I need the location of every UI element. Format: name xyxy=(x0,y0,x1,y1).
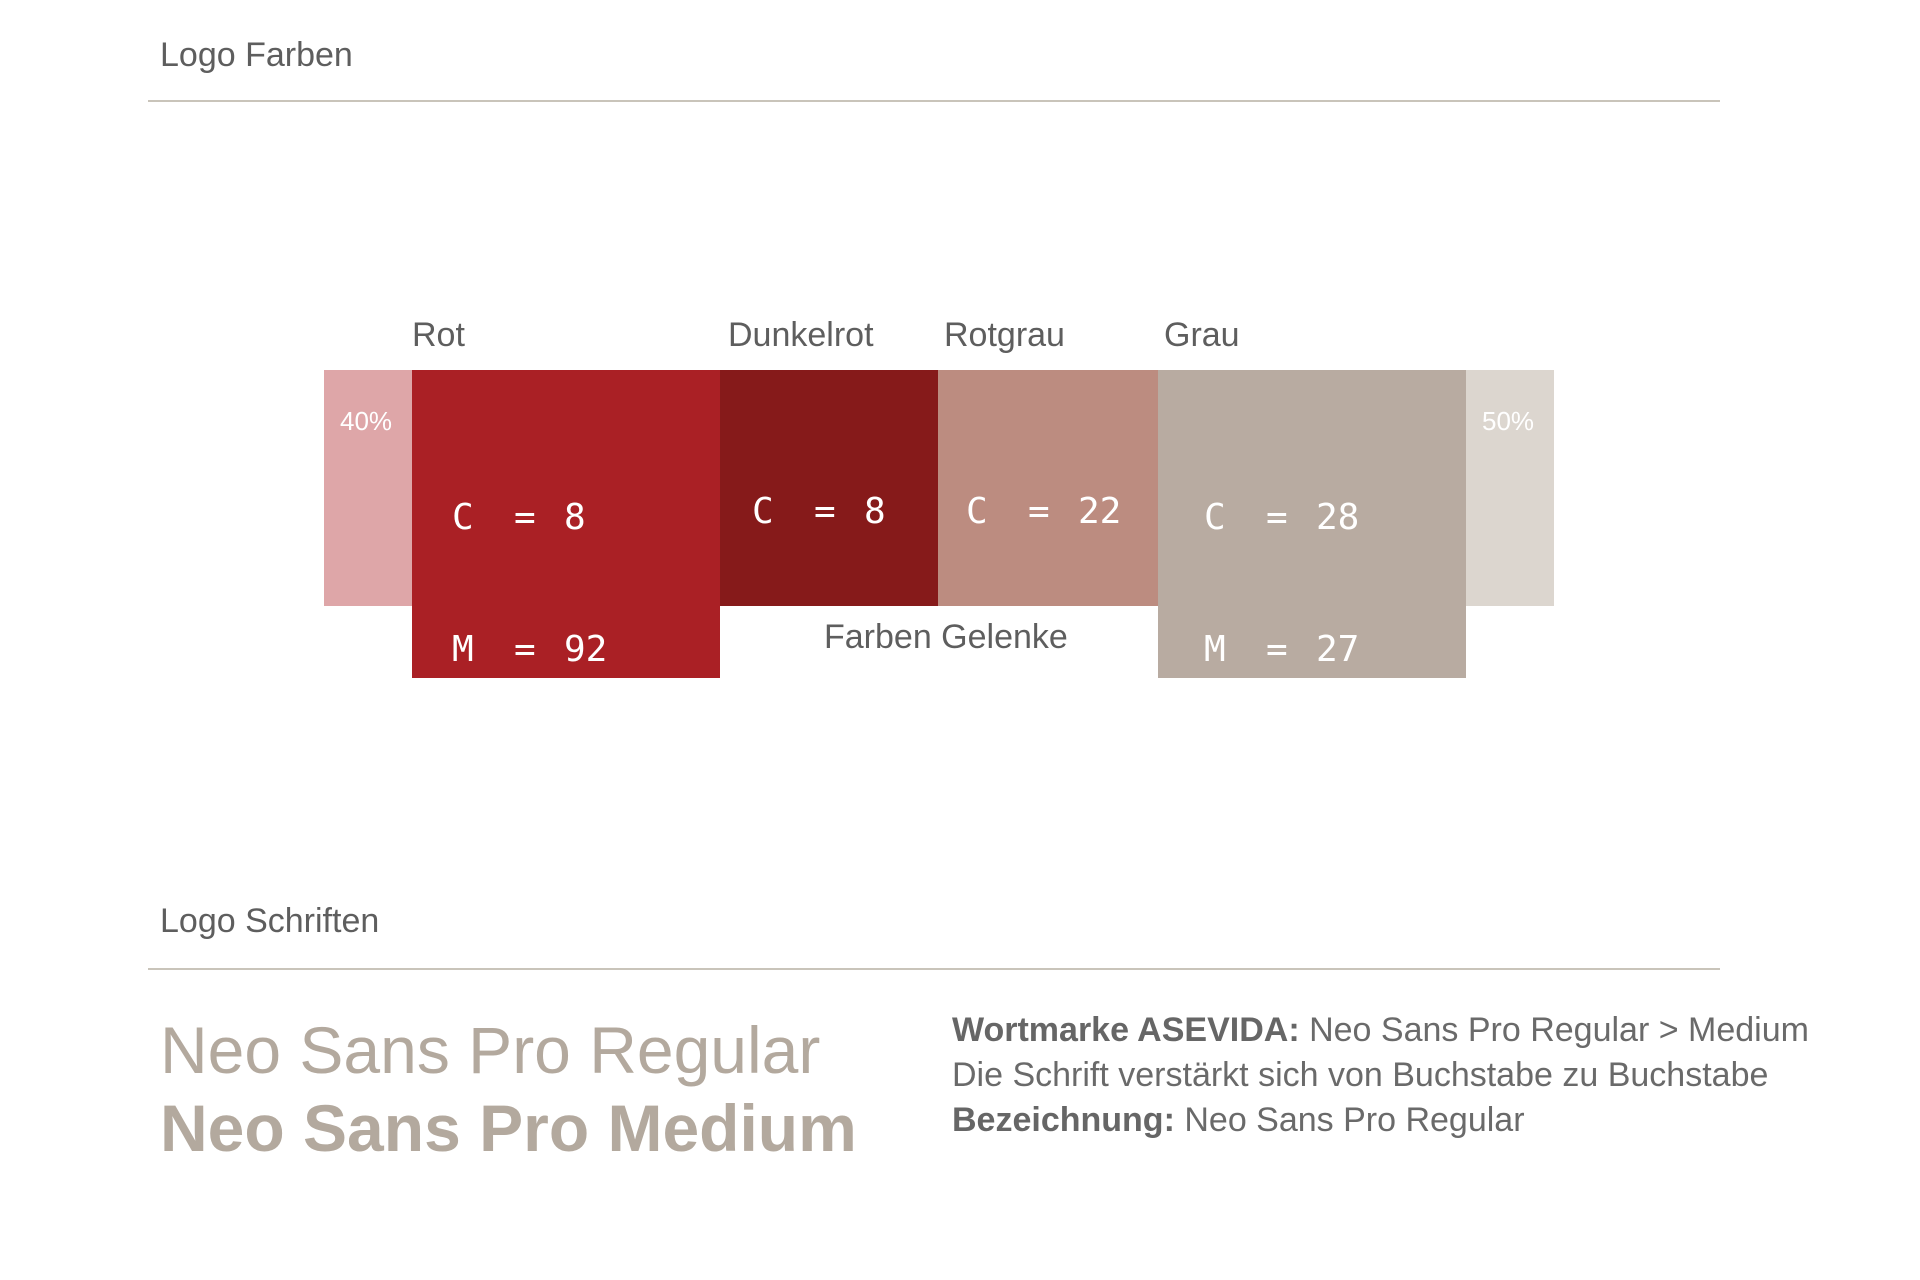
swatch-grau-50-percent xyxy=(1466,370,1554,606)
cmyk-equals: = xyxy=(1028,623,1050,664)
cmyk-letter: Y xyxy=(452,761,474,802)
cmyk-letter: C xyxy=(966,887,988,928)
cmyk-letter: Y xyxy=(966,755,988,796)
designation-label: Bezeichnung: xyxy=(952,1101,1175,1139)
wordmark-value: Neo Sans Pro Regular > Medium xyxy=(1299,1011,1809,1049)
cmyk-k-value: 29 xyxy=(564,893,608,934)
cmyk-y-value: 78 xyxy=(864,755,908,796)
description-line-wordmark: Wortmarke ASEVIDA: Neo Sans Pro Regular … xyxy=(952,1008,1809,1053)
cmyk-y-value: 32 xyxy=(1316,761,1360,802)
description-line-note: Die Schrift verstärkt sich von Buchstabe… xyxy=(952,1056,1769,1094)
cmyk-letter: M xyxy=(966,623,988,664)
cmyk-equals: = xyxy=(1266,497,1288,538)
cmyk-letter: C xyxy=(1204,893,1226,934)
section-title-fonts: Logo Schriften xyxy=(160,902,380,940)
font-description: Wortmarke ASEVIDA: Neo Sans Pro Regular … xyxy=(952,1008,1809,1143)
cmyk-k-value: 50 xyxy=(864,887,908,928)
cmyk-m-value: 92 xyxy=(564,629,608,670)
designation-value: Neo Sans Pro Regular xyxy=(1174,1101,1525,1139)
cmyk-equals: = xyxy=(514,497,536,538)
cmyk-k-value: 12 xyxy=(1078,887,1122,928)
cmyk-letter: M xyxy=(1204,629,1226,670)
cmyk-letter: Y xyxy=(1204,761,1226,802)
cmyk-letter: C xyxy=(752,887,774,928)
font-sample-regular: Neo Sans Pro Regular xyxy=(160,1013,821,1087)
color-label-rotgrau: Rotgrau xyxy=(944,316,1065,354)
swatch-rot xyxy=(412,370,720,678)
cmyk-y-value: 78 xyxy=(564,761,608,802)
cmyk-equals: = xyxy=(1266,761,1288,802)
cmyk-letter: M xyxy=(752,623,774,664)
joint-colors-label: Farben Gelenke xyxy=(824,618,1068,656)
cmyk-equals: = xyxy=(814,623,836,664)
cmyk-equals: = xyxy=(814,491,836,532)
cmyk-y-value: 41 xyxy=(1078,755,1122,796)
cmyk-c-value: 22 xyxy=(1078,491,1122,532)
cmyk-equals: = xyxy=(1028,491,1050,532)
cmyk-letter: M xyxy=(452,629,474,670)
cmyk-equals: = xyxy=(1266,893,1288,934)
cmyk-equals: = xyxy=(814,755,836,796)
cmyk-letter: C xyxy=(1204,497,1226,538)
cmyk-c-value: 8 xyxy=(564,497,586,538)
cmyk-equals: = xyxy=(1028,887,1050,928)
cmyk-equals: = xyxy=(814,887,836,928)
font-sample-medium: Neo Sans Pro Medium xyxy=(160,1091,857,1165)
color-label-grau: Grau xyxy=(1164,316,1240,354)
cmyk-values-rotgrau: C = 22 M = 45 Y = 41 C = 12 xyxy=(966,402,1121,974)
cmyk-equals: = xyxy=(514,629,536,670)
cmyk-equals: = xyxy=(1266,629,1288,670)
divider-colors xyxy=(148,100,1720,102)
cmyk-letter: C xyxy=(966,491,988,532)
cmyk-values-rot: C = 8 M = 92 Y = 78 C = 29 xyxy=(452,408,607,980)
tint-label-50: 50% xyxy=(1482,406,1535,436)
color-label-rot: Rot xyxy=(412,316,465,354)
description-line-designation: Bezeichnung: Neo Sans Pro Regular xyxy=(952,1098,1809,1143)
section-title-colors: Logo Farben xyxy=(160,36,353,74)
swatch-rotgrau xyxy=(938,370,1158,606)
cmyk-m-value: 45 xyxy=(1078,623,1122,664)
cmyk-letter: Y xyxy=(752,755,774,796)
cmyk-equals: = xyxy=(514,761,536,802)
cmyk-c-value: 8 xyxy=(864,491,886,532)
cmyk-m-value: 27 xyxy=(1316,629,1360,670)
cmyk-c-value: 28 xyxy=(1316,497,1360,538)
tint-label-40: 40% xyxy=(340,406,393,436)
color-label-dunkelrot: Dunkelrot xyxy=(728,316,874,354)
swatch-rot-40-percent xyxy=(324,370,412,606)
swatch-grau xyxy=(1158,370,1466,678)
cmyk-m-value: 92 xyxy=(864,623,908,664)
cmyk-k-value: 9 xyxy=(1316,893,1338,934)
cmyk-letter: C xyxy=(752,491,774,532)
cmyk-equals: = xyxy=(1028,755,1050,796)
swatch-dunkelrot xyxy=(720,370,938,606)
cmyk-equals: = xyxy=(514,893,536,934)
cmyk-values-grau: C = 28 M = 27 Y = 32 C = 9 xyxy=(1204,408,1359,980)
divider-fonts xyxy=(148,968,1720,970)
cmyk-letter: C xyxy=(452,893,474,934)
wordmark-label: Wortmarke ASEVIDA: xyxy=(952,1011,1300,1049)
cmyk-letter: C xyxy=(452,497,474,538)
cmyk-values-dunkelrot: C = 8 M = 92 Y = 78 C = 50 xyxy=(752,402,907,974)
